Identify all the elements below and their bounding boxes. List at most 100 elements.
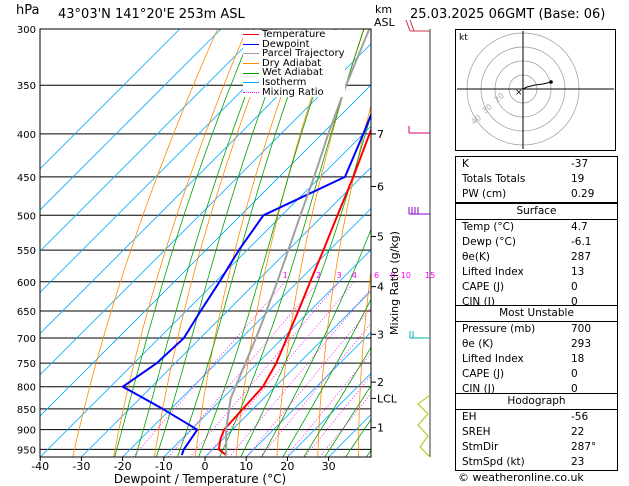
stat-value: 23 — [571, 456, 585, 468]
stat-label: CAPE (J) — [462, 368, 505, 380]
isotherm-line — [40, 29, 222, 211]
chart-legend: Temperature Dewpoint Parcel Trajectory Dry … — [243, 30, 345, 98]
isotherm-line — [287, 372, 371, 457]
stat-row: θe(K) 287 — [456, 250, 617, 265]
stat-row: StmDir 287° — [456, 440, 617, 455]
stat-value: 0 — [571, 368, 578, 380]
stat-label: StmSpd (kt) — [462, 456, 525, 468]
mixing-ratio-line — [304, 375, 371, 457]
km-unit-label: km — [375, 3, 393, 16]
pressure-tick-label: 300 — [17, 25, 36, 36]
km-tick-labels: 7 6 5 4 3 2 LCL 1 — [371, 128, 398, 435]
parcel-trajectory-line — [225, 29, 371, 456]
mixing-ratio-line — [132, 281, 286, 457]
mixing-ratio-labels: 12346810152025 — [283, 271, 436, 280]
mixing-ratio-label: 3 — [337, 271, 342, 280]
stat-label: θe (K) — [462, 338, 494, 350]
legend-label: Dry Adiabat — [262, 57, 322, 69]
mixing-ratio-label: 1 — [283, 271, 288, 280]
stat-label: θe(K) — [462, 251, 490, 263]
legend-swatch — [243, 91, 259, 93]
legend-swatch — [243, 53, 259, 55]
stat-value: -6.1 — [571, 236, 592, 248]
x-tick-label: 30 — [322, 460, 336, 473]
mixing-ratio-label: 8 — [390, 271, 395, 280]
isotherm-line — [411, 29, 440, 457]
wind-barb-700 — [409, 331, 430, 339]
legend-swatch — [243, 34, 259, 36]
legend-item: Dewpoint — [243, 38, 345, 50]
stat-value: -37 — [571, 158, 589, 170]
dewpoint-line — [121, 112, 371, 456]
stat-label: Lifted Index — [462, 266, 524, 278]
mixing-ratio-line — [319, 392, 371, 457]
hodograph-stats-panel: Hodograph EH -56 SREH 22 StmDir 287° StmSpd (kt… — [455, 393, 618, 471]
x-tick-label: -30 — [72, 460, 90, 473]
surface-panel: Surface Temp (°C) 4.7 Dewp (°C) -6.1 θe(K) 287… — [455, 203, 618, 311]
pressure-tick-label: 750 — [17, 359, 36, 370]
wet-adiabat-line — [261, 228, 371, 457]
legend-label: Wet Adiabat — [262, 67, 323, 79]
stat-row: Lifted Index 18 — [456, 352, 617, 367]
km-tick-label: 4 — [377, 281, 384, 294]
legend-item: Dry Adiabat — [243, 57, 345, 69]
wind-barb-300 — [405, 19, 430, 32]
stat-row: CAPE (J) 0 — [456, 367, 617, 382]
x-axis-label: Dewpoint / Temperature (°C) — [114, 472, 286, 486]
mixing-ratio-label: 10 — [401, 271, 411, 280]
isotherm-line — [204, 290, 371, 457]
pressure-tick-label: 500 — [17, 211, 36, 222]
pressure-tick-label: 600 — [17, 278, 36, 289]
dry-adiabat-line — [235, 29, 335, 457]
pressure-tick-label: 900 — [17, 426, 36, 437]
stat-value: 0 — [571, 296, 578, 308]
location-label: 43°03'N 141°20'E 253m ASL — [58, 7, 245, 22]
stat-row: Temp (°C) 4.7 — [456, 220, 617, 235]
dry-adiabat-line — [358, 267, 371, 457]
stat-value: 19 — [571, 173, 585, 185]
wet-adiabat-line — [155, 29, 292, 457]
isotherm-line — [40, 29, 345, 335]
hodograph: kt 20 30 40 × — [455, 29, 616, 151]
stat-row: θe (K) 293 — [456, 337, 617, 352]
stat-row: EH -56 — [456, 410, 617, 425]
wet-adiabat-line — [240, 113, 371, 457]
stat-value: 287° — [571, 441, 597, 453]
dry-adiabats — [72, 29, 371, 457]
x-tick-label: -10 — [155, 460, 173, 473]
stat-row: Pressure (mb) 700 — [456, 322, 617, 337]
legend-label: Isotherm — [262, 76, 307, 88]
wind-barb-400 — [408, 126, 430, 134]
dry-adiabat-line — [72, 29, 219, 457]
stat-value: 293 — [571, 338, 592, 350]
isotherm-line — [40, 125, 371, 457]
wet-adiabat-line — [114, 29, 255, 457]
stat-row: K -37 — [456, 157, 617, 172]
isotherm-line — [81, 166, 371, 457]
legend-label: Mixing Ratio — [262, 86, 324, 98]
legend-swatch — [243, 82, 259, 84]
stat-row: Totals Totals 19 — [456, 172, 617, 187]
legend-label: Dewpoint — [262, 38, 310, 50]
stat-row: SREH 22 — [456, 425, 617, 440]
indices-panel: K -37 Totals Totals 19 PW (cm) 0.29 — [455, 156, 618, 203]
wet-adiabat-line — [303, 346, 371, 457]
legend-item: Isotherm — [243, 78, 345, 88]
x-tick-label: 10 — [239, 460, 253, 473]
km-tick-label: 2 — [377, 376, 384, 389]
mixing-ratio-label: 2 — [316, 271, 321, 280]
km-tick-label: 7 — [377, 128, 384, 141]
stat-row: CIN (J) 0 — [456, 382, 617, 397]
stat-value: 13 — [571, 266, 585, 278]
stat-row: Lifted Index 13 — [456, 265, 617, 280]
stat-label: Lifted Index — [462, 353, 524, 365]
pressure-tick-label: 800 — [17, 383, 36, 394]
profile-lines — [121, 29, 371, 456]
temperature-line — [217, 127, 371, 456]
hodograph-trace — [522, 81, 552, 90]
legend-item: Wet Adiabat — [243, 68, 345, 78]
stat-value: 0 — [571, 383, 578, 395]
km-tick-label: 3 — [377, 328, 384, 341]
copyright-label: © weatheronline.co.uk — [458, 471, 584, 484]
hodograph-unit-label: kt — [459, 33, 468, 43]
